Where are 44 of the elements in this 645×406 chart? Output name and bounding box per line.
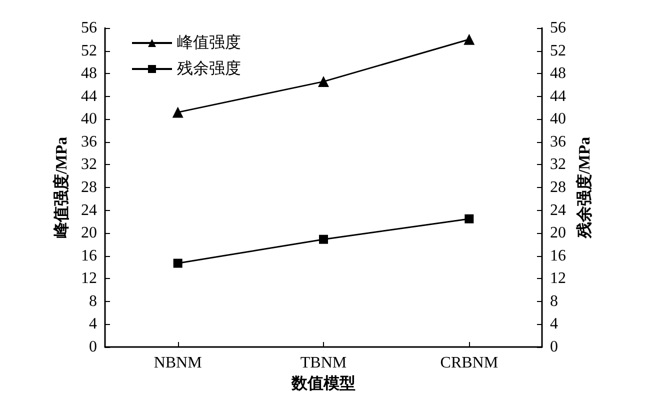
x-tick-label: CRBNM <box>440 354 498 372</box>
y2-tick-label: 56 <box>550 20 566 36</box>
x-tick-label: TBNM <box>300 354 347 372</box>
y2-tick-label: 52 <box>550 42 566 60</box>
point <box>318 76 329 88</box>
y2-axis-title: 残余强度/MPa <box>574 136 594 240</box>
y2-tick-label: 36 <box>550 133 566 150</box>
y-tick-label: 24 <box>81 202 97 219</box>
point <box>464 214 474 224</box>
y-tick-label: 28 <box>81 179 97 196</box>
point <box>172 106 184 118</box>
y2-tick-label: 8 <box>550 292 558 310</box>
y-tick-label: 44 <box>81 88 97 105</box>
y2-tick-label: 40 <box>550 110 566 128</box>
point <box>464 34 475 45</box>
y-tick-label: 8 <box>89 292 97 310</box>
y-tick-label: 40 <box>81 110 97 128</box>
legend-label: 残余强度 <box>177 60 241 78</box>
y-tick-label: 56 <box>81 20 97 36</box>
y-tick-label: 20 <box>81 224 97 242</box>
y-tick-label: 0 <box>89 338 97 356</box>
point <box>173 258 182 268</box>
y-tick-label: 16 <box>81 247 97 264</box>
y-tick-label: 48 <box>81 65 97 82</box>
y-tick-label: 12 <box>81 270 97 288</box>
point <box>319 234 328 244</box>
y2-tick-label: 24 <box>550 202 566 219</box>
y2-tick-label: 48 <box>550 65 566 82</box>
y2-tick-label: 0 <box>550 338 558 356</box>
y2-tick-label: 44 <box>550 88 566 105</box>
y-tick-label: 52 <box>81 42 97 60</box>
y-tick-label: 32 <box>81 156 97 174</box>
y2-tick-label: 16 <box>550 247 566 264</box>
y-tick-label: 4 <box>89 316 97 333</box>
y2-tick-label: 20 <box>550 224 566 242</box>
y2-tick-label: 4 <box>550 316 558 333</box>
y2-tick-label: 12 <box>550 270 566 288</box>
x-tick-label: NBNM <box>154 354 202 372</box>
y2-tick-label: 32 <box>550 156 566 174</box>
y-axis-title: 峰值强度/MPa <box>52 136 71 238</box>
y2-tick-label: 28 <box>550 179 566 196</box>
legend-label: 峰值强度 <box>177 34 241 52</box>
x-axis-title: 数值模型 <box>290 374 356 392</box>
y-tick-label: 36 <box>81 133 97 150</box>
